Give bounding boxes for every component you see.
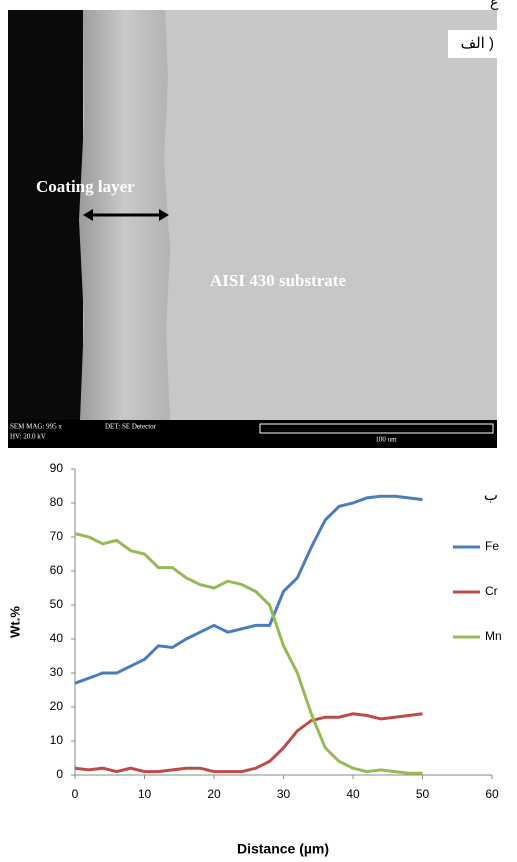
y-tick-label: 70 (50, 529, 64, 543)
x-tick-label: 20 (207, 787, 221, 801)
panel-label: الف ) (461, 35, 494, 52)
page: SEM MAG: 995 x HV: 20.0 kV DET: SE Detec… (0, 0, 517, 862)
y-tick-label: 90 (50, 461, 64, 475)
hv-text: HV: 20.0 kV (10, 433, 46, 441)
y-tick-label: 0 (56, 767, 63, 781)
x-tick-label: 0 (72, 787, 79, 801)
x-tick-label: 10 (138, 787, 152, 801)
data-line (75, 534, 423, 774)
coating-label: Coating layer (36, 177, 135, 196)
y-tick-label: 80 (50, 495, 64, 509)
legend-label: Cr (485, 584, 498, 598)
x-tick-label: 60 (485, 787, 499, 801)
mag-text: SEM MAG: 995 x (10, 423, 62, 431)
legend-label: Fe (485, 539, 499, 553)
y-axis-title: Wt.% (7, 606, 22, 638)
data-line (75, 714, 423, 772)
data-line (75, 496, 423, 683)
figure: SEM MAG: 995 x HV: 20.0 kV DET: SE Detec… (0, 0, 517, 862)
background-area (8, 10, 83, 420)
panel-label: ب (484, 487, 498, 504)
y-tick-label: 20 (50, 699, 64, 713)
scale-text: 100 um (375, 436, 397, 444)
x-tick-label: 30 (277, 787, 291, 801)
x-tick-label: 40 (346, 787, 360, 801)
sem-image: SEM MAG: 995 x HV: 20.0 kV DET: SE Detec… (8, 0, 499, 448)
chart: ب Distance (µm) Wt.% 0 10 20 30 40 50 60 70 80 90… (7, 461, 517, 857)
y-tick-label: 50 (50, 597, 64, 611)
x-tick-label: 50 (416, 787, 430, 801)
corner-text: ع (490, 0, 499, 11)
det-text: DET: SE Detector (105, 423, 157, 431)
x-axis-title: Distance (µm) (237, 841, 329, 857)
y-tick-label: 10 (50, 733, 64, 747)
substrate-label: AISI 430 substrate (210, 271, 346, 290)
legend-label: Mn (485, 629, 502, 643)
y-tick-label: 60 (50, 563, 64, 577)
y-tick-label: 30 (50, 665, 64, 679)
y-tick-label: 40 (50, 631, 64, 645)
